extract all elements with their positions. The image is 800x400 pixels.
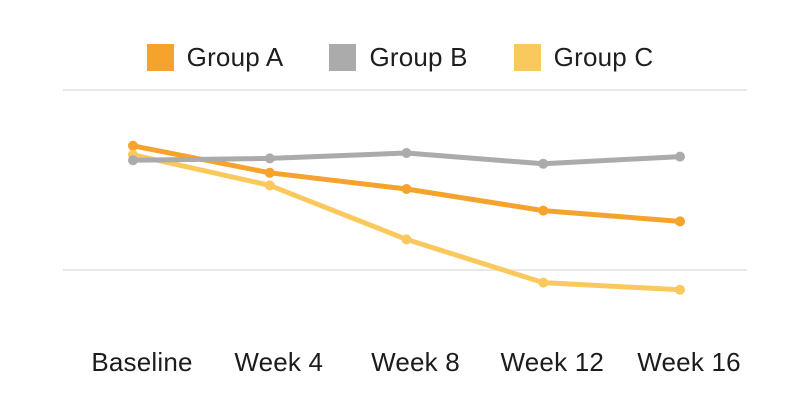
data-point-group-b: [264, 153, 275, 164]
data-point-group-b: [401, 148, 412, 158]
x-axis-label-baseline: Baseline: [91, 347, 193, 377]
legend-swatch-icon: [329, 44, 357, 71]
legend-swatch-icon: [146, 44, 174, 71]
legend-item-group-c: Group C: [513, 42, 654, 72]
data-point-group-a: [538, 205, 549, 216]
data-point-group-a: [128, 140, 138, 151]
data-point-group-c: [264, 180, 275, 191]
x-axis-label-week-16: Week 16: [637, 347, 741, 377]
data-point-group-b: [675, 151, 685, 162]
x-axis-label-week-12: Week 12: [500, 347, 605, 377]
data-point-group-b: [538, 158, 549, 169]
data-point-group-b: [128, 155, 138, 166]
data-point-group-a: [675, 216, 685, 227]
legend-label: Group A: [186, 42, 284, 72]
data-point-group-c: [538, 277, 549, 288]
x-axis-label-week-8: Week 8: [371, 347, 460, 377]
legend-swatch-icon: [513, 44, 541, 71]
legend-label: Group B: [369, 42, 468, 72]
chart-legend: Group A Group B Group C: [0, 44, 800, 71]
data-point-group-c: [401, 234, 412, 245]
data-point-group-a: [264, 167, 275, 178]
x-axis-label-week-4: Week 4: [234, 347, 324, 377]
data-point-group-a: [401, 184, 412, 194]
legend-item-group-b: Group B: [329, 44, 467, 71]
legend-item-group-a: Group A: [146, 42, 284, 72]
data-point-group-c: [675, 284, 685, 295]
legend-label: Group C: [553, 42, 654, 72]
